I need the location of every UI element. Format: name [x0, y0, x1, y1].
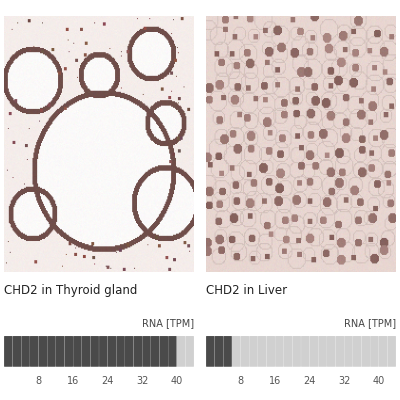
FancyBboxPatch shape	[370, 336, 379, 367]
FancyBboxPatch shape	[134, 336, 142, 367]
FancyBboxPatch shape	[223, 336, 232, 367]
Text: 16: 16	[67, 376, 79, 386]
FancyBboxPatch shape	[30, 336, 38, 367]
Text: CHD2 in Thyroid gland: CHD2 in Thyroid gland	[4, 284, 137, 297]
Text: RNA [TPM]: RNA [TPM]	[142, 318, 194, 328]
FancyBboxPatch shape	[215, 336, 223, 367]
Text: RNA [TPM]: RNA [TPM]	[344, 318, 396, 328]
FancyBboxPatch shape	[275, 336, 284, 367]
FancyBboxPatch shape	[379, 336, 387, 367]
FancyBboxPatch shape	[301, 336, 310, 367]
Text: 24: 24	[102, 376, 114, 386]
FancyBboxPatch shape	[353, 336, 361, 367]
FancyBboxPatch shape	[249, 336, 258, 367]
FancyBboxPatch shape	[56, 336, 64, 367]
Text: 40: 40	[373, 376, 385, 386]
FancyBboxPatch shape	[13, 336, 21, 367]
FancyBboxPatch shape	[4, 336, 12, 367]
FancyBboxPatch shape	[318, 336, 327, 367]
FancyBboxPatch shape	[168, 336, 177, 367]
Text: 32: 32	[338, 376, 350, 386]
FancyBboxPatch shape	[206, 336, 214, 367]
FancyBboxPatch shape	[108, 336, 116, 367]
FancyBboxPatch shape	[186, 336, 194, 367]
FancyBboxPatch shape	[151, 336, 159, 367]
FancyBboxPatch shape	[292, 336, 301, 367]
FancyBboxPatch shape	[362, 336, 370, 367]
FancyBboxPatch shape	[284, 336, 292, 367]
FancyBboxPatch shape	[47, 336, 56, 367]
Text: 16: 16	[269, 376, 281, 386]
FancyBboxPatch shape	[99, 336, 108, 367]
FancyBboxPatch shape	[232, 336, 240, 367]
Text: 40: 40	[171, 376, 183, 386]
FancyBboxPatch shape	[21, 336, 30, 367]
Text: 32: 32	[136, 376, 148, 386]
FancyBboxPatch shape	[258, 336, 266, 367]
FancyBboxPatch shape	[64, 336, 73, 367]
Text: 8: 8	[36, 376, 42, 386]
FancyBboxPatch shape	[177, 336, 185, 367]
FancyBboxPatch shape	[116, 336, 125, 367]
FancyBboxPatch shape	[241, 336, 249, 367]
FancyBboxPatch shape	[388, 336, 396, 367]
FancyBboxPatch shape	[90, 336, 99, 367]
FancyBboxPatch shape	[160, 336, 168, 367]
FancyBboxPatch shape	[39, 336, 47, 367]
FancyBboxPatch shape	[344, 336, 353, 367]
FancyBboxPatch shape	[310, 336, 318, 367]
FancyBboxPatch shape	[327, 336, 336, 367]
FancyBboxPatch shape	[142, 336, 151, 367]
Text: CHD2 in Liver: CHD2 in Liver	[206, 284, 287, 297]
Text: 24: 24	[304, 376, 316, 386]
FancyBboxPatch shape	[336, 336, 344, 367]
Text: 8: 8	[238, 376, 244, 386]
FancyBboxPatch shape	[82, 336, 90, 367]
FancyBboxPatch shape	[266, 336, 275, 367]
FancyBboxPatch shape	[125, 336, 134, 367]
FancyBboxPatch shape	[73, 336, 82, 367]
